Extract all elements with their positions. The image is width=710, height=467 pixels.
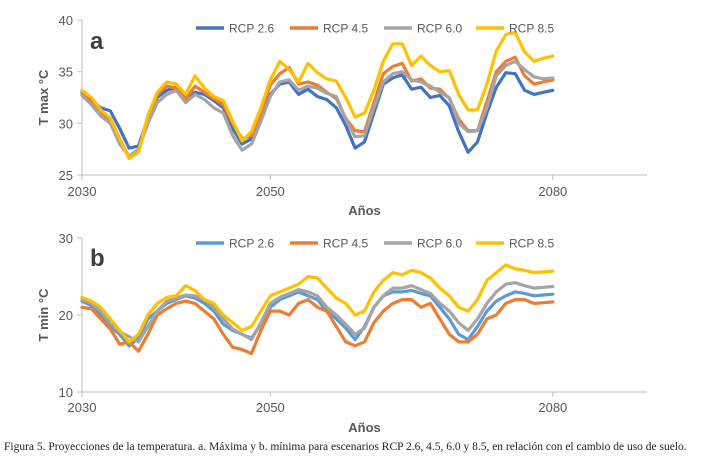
x-tick-label: 2080: [538, 184, 567, 199]
y-tick-label: 30: [59, 231, 73, 246]
legend-label: RCP 8.5: [509, 22, 554, 36]
legend-label: RCP 2.6: [229, 237, 274, 251]
y-axis-label: T min °C: [36, 288, 51, 341]
panel-letter: a: [90, 28, 104, 55]
legend-label: RCP 4.5: [323, 22, 368, 36]
x-tick-label: 2050: [256, 184, 285, 199]
x-tick-label: 2080: [538, 400, 567, 415]
y-axis-label: T max °C: [36, 69, 51, 125]
series-line-rcp-2-6: [80, 71, 555, 154]
series-line-rcp-8-5: [80, 30, 555, 161]
x-tick-label: 2050: [256, 400, 285, 415]
legend-label: RCP 2.6: [229, 22, 274, 36]
x-tick-label: 2030: [68, 400, 97, 415]
series-line-rcp-8-5: [80, 263, 555, 344]
legend-label: RCP 8.5: [509, 237, 554, 251]
x-tick-label: 2030: [68, 184, 97, 199]
x-axis-label: Años: [348, 203, 381, 218]
figure-caption: Figura 5. Proyecciones de la temperatura…: [4, 441, 687, 453]
legend-label: RCP 6.0: [417, 22, 462, 36]
legend-label: RCP 6.0: [417, 237, 462, 251]
y-tick-label: 25: [59, 168, 73, 183]
y-tick-label: 30: [59, 116, 73, 131]
chart-panel-a: 25 30 35 40 2030 2050 2080 T max °C Años a RCP 2.6…: [36, 13, 647, 218]
y-tick-label: 40: [59, 13, 73, 28]
y-tick-label: 35: [59, 65, 73, 80]
x-axis-label: Años: [348, 420, 381, 435]
panel-letter: b: [90, 245, 105, 272]
series-line-rcp-6-0: [80, 281, 555, 344]
y-tick-label: 10: [59, 385, 73, 400]
legend-label: RCP 4.5: [323, 237, 368, 251]
series-line-rcp-4-5: [80, 298, 555, 356]
y-tick-label: 20: [59, 308, 73, 323]
series-line-rcp-6-0: [80, 59, 555, 158]
